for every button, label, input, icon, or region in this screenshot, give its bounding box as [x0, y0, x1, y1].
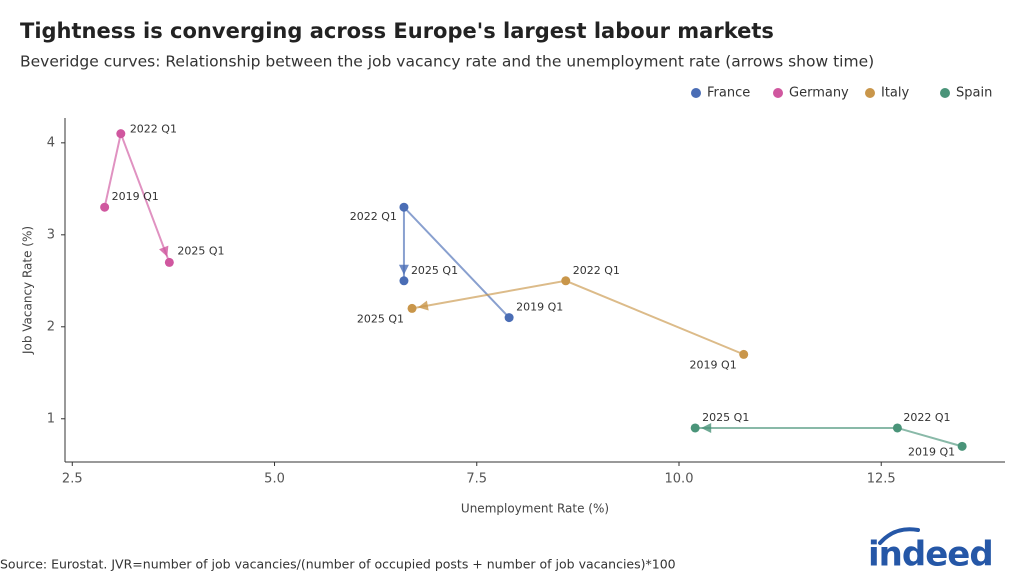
arrow-head: [398, 264, 409, 275]
point: [957, 441, 967, 451]
x-axis-title: Unemployment Rate (%): [461, 502, 609, 516]
y-tick-label: 2: [47, 319, 55, 334]
logo: indeed: [868, 535, 993, 575]
point: [399, 276, 409, 286]
chart-title: Tightness is converging across Europe's …: [20, 19, 774, 43]
point-label: 2019 Q1: [690, 358, 737, 371]
y-tick-label: 3: [47, 227, 55, 242]
y-tick-label: 1: [47, 411, 55, 426]
point: [407, 303, 417, 313]
legend-label: France: [707, 86, 750, 101]
point-label: 2025 Q1: [357, 312, 404, 325]
point: [116, 129, 126, 139]
point: [504, 313, 514, 323]
point-label: 2025 Q1: [702, 411, 749, 424]
point-label: 2022 Q1: [573, 264, 620, 277]
point: [739, 349, 749, 359]
x-tick-label: 10.0: [665, 472, 694, 487]
point: [399, 202, 409, 212]
legend-label: Germany: [789, 86, 849, 101]
point-label: 2019 Q1: [516, 301, 563, 314]
point: [892, 423, 902, 433]
legend-marker: [773, 88, 783, 98]
point: [561, 276, 571, 286]
point-label: 2025 Q1: [177, 244, 224, 257]
point-label: 2022 Q1: [130, 123, 177, 136]
arrow-head: [417, 300, 429, 311]
point-label: 2019 Q1: [112, 190, 159, 203]
y-axis-title: Job Vacancy Rate (%): [21, 226, 35, 355]
legend-marker: [865, 88, 875, 98]
legend-marker: [691, 88, 701, 98]
point: [100, 202, 110, 212]
arrow-head: [701, 422, 712, 433]
series-line: [411, 279, 745, 356]
x-tick-label: 12.5: [867, 472, 896, 487]
legend-marker: [940, 88, 950, 98]
x-tick-label: 7.5: [466, 472, 487, 487]
point-label: 2025 Q1: [411, 264, 458, 277]
point: [690, 423, 700, 433]
source-note: Source: Eurostat. JVR=number of job vaca…: [0, 557, 676, 572]
point-label: 2019 Q1: [908, 445, 955, 458]
x-tick-label: 5.0: [264, 472, 285, 487]
point-label: 2022 Q1: [903, 411, 950, 424]
legend-label: Spain: [956, 86, 992, 101]
point: [164, 257, 174, 267]
legend-label: Italy: [881, 86, 910, 101]
logo-arc: [878, 527, 920, 545]
series-line: [695, 426, 963, 448]
y-tick-label: 4: [47, 135, 55, 150]
x-tick-label: 2.5: [62, 472, 83, 487]
point-label: 2022 Q1: [350, 210, 397, 223]
chart-subtitle: Beveridge curves: Relationship between t…: [20, 53, 874, 71]
arrow-head: [159, 245, 169, 257]
